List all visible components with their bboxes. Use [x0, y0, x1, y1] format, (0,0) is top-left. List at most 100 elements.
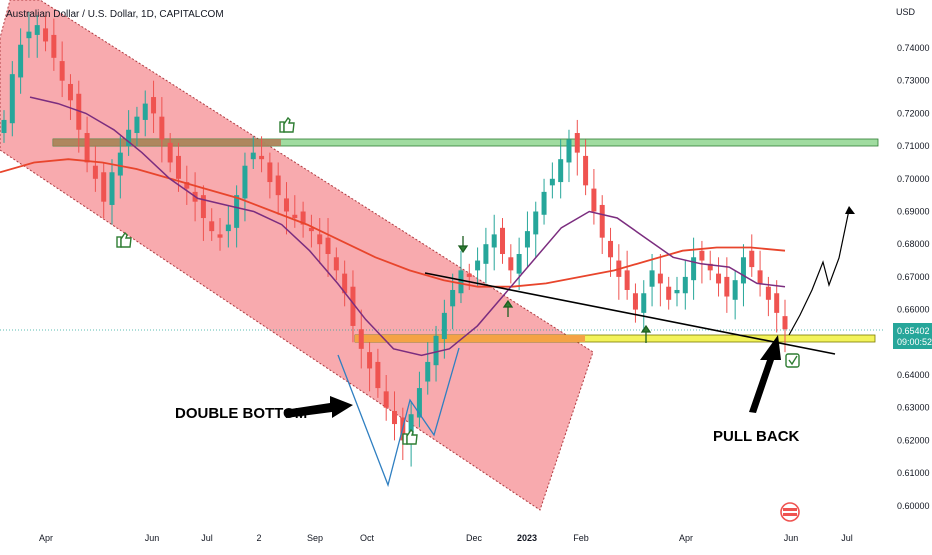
candle-body [267, 162, 273, 183]
candle-body [217, 234, 223, 238]
candle-body [1, 119, 7, 134]
candle-body [491, 234, 497, 248]
candle-body [524, 231, 530, 248]
candle-body [92, 165, 98, 179]
x-tick-label: Jun [145, 533, 160, 543]
candle-body [383, 391, 389, 408]
y-tick-label: 0.69000 [897, 207, 930, 217]
candle-body [649, 270, 655, 287]
y-tick-label: 0.68000 [897, 239, 930, 249]
price-tag-value: 0.65402 [897, 326, 930, 336]
candle-body [458, 270, 464, 294]
candle-body [682, 276, 688, 294]
candle-body [84, 133, 90, 163]
y-tick-label: 0.71000 [897, 141, 930, 151]
candle-body [375, 361, 381, 389]
candle-body [358, 329, 364, 349]
candle-body [333, 257, 339, 271]
candle-body [350, 286, 356, 326]
trendline [424, 272, 836, 355]
candle-body [242, 165, 248, 199]
candle-body [51, 34, 57, 58]
x-tick-label: Oct [360, 533, 375, 543]
candle-body [732, 280, 738, 300]
candle-body [558, 159, 564, 183]
candle-body [608, 240, 614, 258]
candle-body [18, 44, 24, 78]
candle-body [533, 211, 539, 235]
candle-body [500, 227, 506, 255]
projection-arrowhead [845, 206, 855, 214]
candle-body [541, 191, 547, 215]
candle-body [59, 61, 65, 81]
candle-body [109, 172, 115, 205]
candle-body [167, 142, 173, 163]
candle-body [782, 316, 788, 330]
x-tick-label: Dec [466, 533, 483, 543]
ma-slow-line [0, 158, 786, 288]
tradingview-logo-icon [780, 502, 800, 522]
candle-body [549, 178, 555, 186]
candle-body [317, 234, 323, 245]
candle-body [292, 214, 298, 219]
candle-body [475, 260, 481, 271]
double-bottom-pattern [337, 347, 460, 488]
price-axis[interactable]: 0.74000 0.73000 0.72000 0.71000 0.70000 0.690… [897, 43, 930, 511]
candle-body [724, 276, 730, 297]
candle-body [117, 152, 123, 176]
candle-body [67, 83, 73, 101]
candle-body [699, 250, 705, 261]
candle-body [392, 410, 397, 425]
candle-body [142, 103, 148, 120]
candle-body [250, 152, 256, 160]
candle-body [516, 254, 522, 274]
candle-body [26, 31, 32, 39]
candle-body [433, 335, 439, 366]
candle-body [450, 289, 456, 307]
candle-body [416, 388, 422, 418]
candle-body [259, 155, 265, 160]
projection-path [788, 209, 850, 336]
y-tick-label: 0.70000 [897, 174, 930, 184]
candle-body [234, 195, 240, 228]
x-tick-label: Apr [679, 533, 693, 543]
y-tick-label: 0.63000 [897, 403, 930, 413]
currency-label: USD [896, 7, 916, 17]
descending-channel [0, 0, 594, 511]
candle-body [765, 286, 771, 300]
support-zone-overlap [355, 335, 585, 342]
candle-body [184, 182, 190, 189]
candle-body [749, 250, 755, 268]
x-tick-label: Sep [307, 533, 323, 543]
x-tick-label: Jun [784, 533, 799, 543]
candle-body [632, 293, 638, 310]
candle-body [209, 221, 215, 232]
green-arrow-markers [457, 236, 652, 343]
candle-body [508, 257, 514, 271]
candle-body [707, 263, 713, 271]
resistance-zone-overlap [53, 139, 281, 146]
candle-body [308, 227, 314, 232]
y-tick-label: 0.67000 [897, 272, 930, 282]
annotation-pull-back: PULL BACK [713, 428, 800, 445]
candle-body [126, 129, 132, 147]
candle-body [599, 204, 605, 238]
candle-body [740, 257, 746, 284]
candle-body [76, 93, 82, 130]
chart-title: Australian Dollar / U.S. Dollar, 1D, CAP… [6, 9, 224, 20]
ma-fast-line [29, 96, 786, 357]
x-tick-label: 2 [256, 533, 261, 543]
candle-body [641, 293, 647, 313]
candle-body [425, 361, 431, 382]
price-tag-countdown: 09:00:52 [897, 337, 932, 347]
y-tick-label: 0.66000 [897, 305, 930, 315]
candle-body [441, 312, 447, 340]
y-tick-label: 0.73000 [897, 76, 930, 86]
time-axis[interactable]: Apr Jun Jul 2 Sep Oct Dec 2023 Feb Apr Jun Jul [39, 533, 853, 543]
candle-body [134, 116, 140, 134]
annotation-double-bottom: DOUBLE BOTTOM [175, 405, 307, 422]
candle-body [300, 211, 306, 225]
y-tick-label: 0.62000 [897, 435, 930, 445]
